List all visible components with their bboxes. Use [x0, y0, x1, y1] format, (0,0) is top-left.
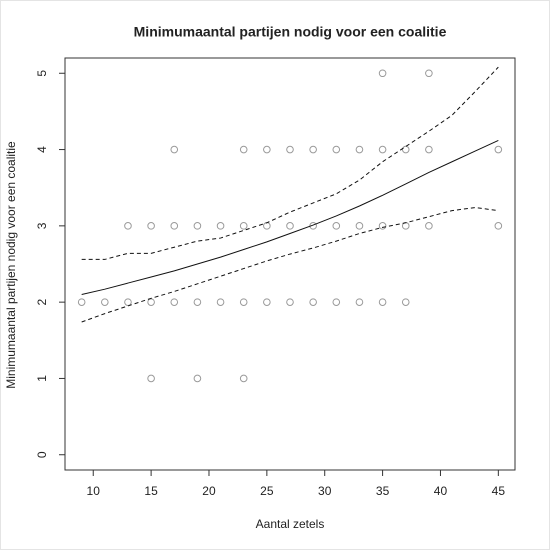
- point: [332, 222, 341, 230]
- point: [170, 222, 179, 230]
- point: [401, 145, 410, 154]
- point: [147, 222, 155, 230]
- y-tick-label: 2: [35, 298, 49, 305]
- chart-title: Minimumaantal partijen nodig voor een co…: [134, 24, 447, 40]
- point: [309, 145, 317, 154]
- y-tick-label: 5: [35, 70, 49, 77]
- point: [355, 145, 364, 154]
- point: [378, 222, 387, 230]
- point: [170, 145, 179, 154]
- point: [332, 298, 341, 306]
- point: [355, 298, 364, 306]
- x-tick-label: 15: [144, 484, 158, 498]
- x-tick-label: 45: [492, 484, 506, 498]
- y-tick-label: 3: [35, 222, 49, 229]
- y-tick-label: 1: [35, 375, 49, 382]
- point: [286, 222, 294, 230]
- point: [263, 145, 271, 154]
- point: [286, 145, 294, 154]
- x-tick-label: 20: [202, 484, 216, 498]
- point: [263, 298, 271, 306]
- x-tick-label: 35: [376, 484, 390, 498]
- point: [216, 298, 225, 306]
- point: [425, 145, 433, 154]
- y-tick-label: 0: [35, 451, 49, 458]
- x-tick-label: 10: [87, 484, 101, 498]
- point: [425, 69, 433, 78]
- point: [239, 145, 248, 154]
- point: [239, 298, 248, 306]
- point: [401, 298, 410, 306]
- point: [77, 298, 86, 306]
- point: [425, 222, 433, 230]
- confidence-band: [81, 207, 499, 323]
- point: [170, 298, 179, 306]
- point: [193, 298, 202, 306]
- point: [378, 69, 387, 78]
- point: [216, 222, 225, 230]
- point: [193, 222, 202, 230]
- y-tick-label: 4: [35, 146, 49, 153]
- point: [494, 222, 503, 230]
- point: [355, 222, 364, 230]
- x-tick-label: 40: [434, 484, 448, 498]
- point: [332, 145, 341, 154]
- x-tick-label: 30: [318, 484, 332, 498]
- point: [309, 298, 317, 306]
- x-axis-label: Aantal zetels: [256, 517, 325, 531]
- point: [124, 222, 132, 230]
- point: [494, 145, 503, 154]
- y-axis-label: Minimumaantal partijen nodig voor een co…: [4, 141, 18, 389]
- point: [239, 222, 248, 230]
- plot-box: [64, 57, 516, 471]
- point: [378, 145, 387, 154]
- point: [378, 298, 387, 306]
- x-tick-label: 25: [260, 484, 274, 498]
- confidence-band: [81, 66, 499, 260]
- fit-line: [81, 139, 499, 296]
- point: [286, 298, 294, 306]
- point: [147, 374, 155, 383]
- point: [193, 374, 202, 383]
- point: [101, 298, 109, 306]
- point: [239, 374, 248, 383]
